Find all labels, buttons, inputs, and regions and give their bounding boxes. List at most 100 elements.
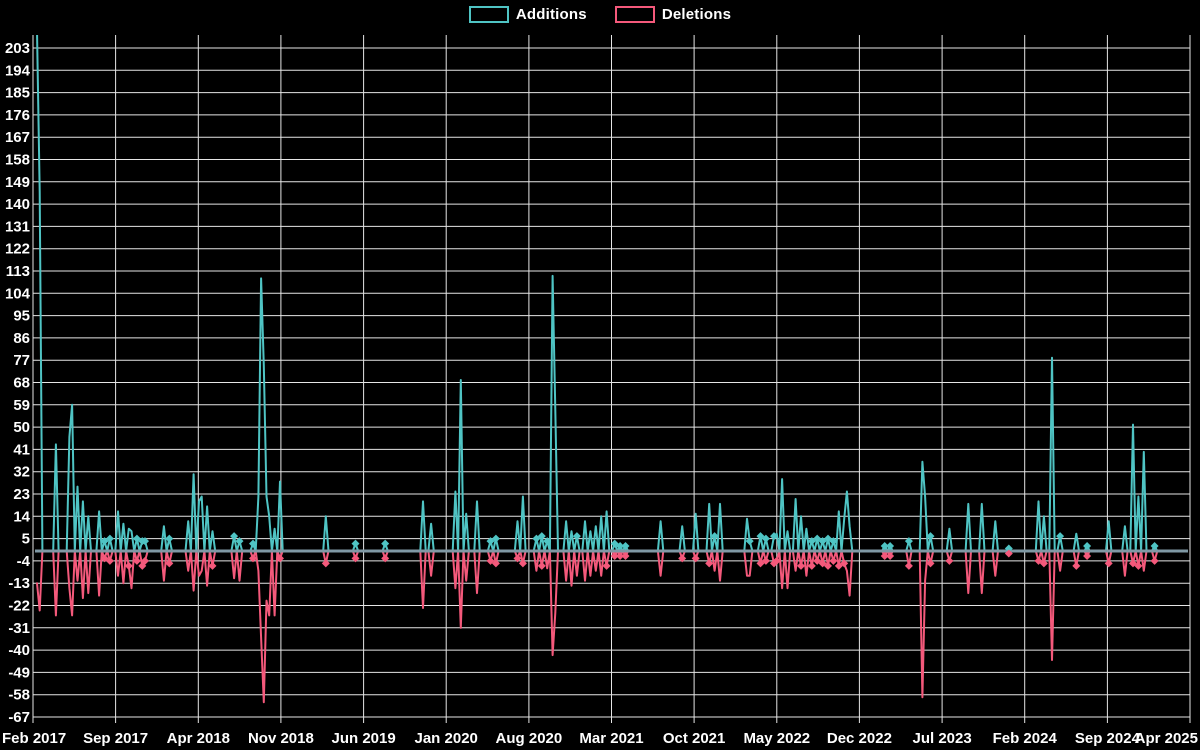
data-point-diamond bbox=[543, 537, 552, 546]
data-point-diamond bbox=[249, 554, 257, 563]
data-point-diamond bbox=[321, 559, 330, 568]
grid-lines bbox=[32, 35, 1191, 723]
deletions-markers bbox=[100, 549, 1159, 570]
data-point-diamond bbox=[945, 556, 954, 565]
y-tick-label: -4 bbox=[17, 553, 31, 570]
legend-label-deletions: Deletions bbox=[661, 6, 732, 23]
data-point-diamond bbox=[886, 552, 895, 560]
y-tick-label: -58 bbox=[8, 687, 30, 704]
data-point-diamond bbox=[678, 554, 687, 563]
y-axis-tick-labels: 203 194 185 176 167 158 149 140 131 122 113 104 95 86… bbox=[5, 40, 31, 726]
data-point-diamond bbox=[572, 532, 581, 541]
data-point-diamond bbox=[491, 559, 500, 568]
data-point-diamond bbox=[772, 556, 781, 565]
x-tick-label: Jun 2019 bbox=[331, 730, 395, 747]
x-tick-label: Jan 2020 bbox=[415, 730, 478, 747]
data-point-diamond bbox=[141, 556, 149, 565]
x-tick-label: Nov 2018 bbox=[248, 730, 314, 747]
y-tick-label: -67 bbox=[8, 709, 30, 726]
y-tick-label: 104 bbox=[5, 285, 31, 302]
y-tick-label: 50 bbox=[13, 419, 30, 436]
data-point-diamond bbox=[537, 532, 546, 541]
data-point-diamond bbox=[1004, 544, 1013, 553]
y-tick-label: 41 bbox=[13, 441, 30, 458]
data-point-diamond bbox=[1150, 542, 1159, 550]
y-tick-label: 176 bbox=[5, 107, 30, 124]
data-point-diamond bbox=[1039, 559, 1048, 568]
data-point-diamond bbox=[381, 539, 390, 548]
data-point-diamond bbox=[105, 534, 114, 543]
x-tick-label: Apr 2018 bbox=[167, 730, 230, 747]
data-point-diamond bbox=[141, 537, 149, 546]
data-point-diamond bbox=[621, 542, 630, 550]
x-tick-label: Dec 2022 bbox=[827, 730, 892, 747]
data-point-diamond bbox=[235, 537, 244, 546]
y-tick-label: -22 bbox=[8, 598, 30, 615]
data-point-diamond bbox=[165, 559, 174, 568]
data-point-diamond bbox=[840, 559, 849, 568]
data-point-diamond bbox=[1083, 542, 1092, 550]
y-tick-label: 167 bbox=[5, 129, 30, 146]
data-point-diamond bbox=[1104, 559, 1113, 568]
y-tick-label: 95 bbox=[13, 308, 30, 325]
x-tick-label: Feb 2024 bbox=[993, 730, 1058, 747]
data-point-diamond bbox=[1072, 561, 1081, 570]
data-point-diamond bbox=[770, 532, 778, 541]
deletions-swatch-icon bbox=[614, 6, 655, 23]
data-point-diamond bbox=[926, 532, 935, 541]
data-point-diamond bbox=[610, 552, 619, 560]
x-tick-label: Sep 2017 bbox=[83, 730, 148, 747]
data-point-diamond bbox=[537, 561, 546, 570]
data-point-diamond bbox=[249, 539, 257, 548]
data-point-diamond bbox=[351, 554, 360, 563]
data-point-diamond bbox=[710, 532, 719, 541]
legend-item-additions[interactable]: Additions bbox=[468, 6, 587, 23]
additions-swatch-icon bbox=[468, 6, 509, 23]
y-tick-label: 77 bbox=[13, 352, 30, 369]
data-point-diamond bbox=[691, 554, 700, 563]
chart-legend: Additions Deletions bbox=[0, 6, 1200, 23]
data-point-diamond bbox=[208, 561, 217, 570]
data-point-diamond bbox=[351, 539, 360, 548]
data-point-diamond bbox=[1150, 556, 1159, 565]
y-tick-label: 5 bbox=[22, 531, 30, 548]
data-point-diamond bbox=[616, 552, 625, 560]
data-point-diamond bbox=[824, 561, 832, 570]
y-tick-label: 194 bbox=[5, 62, 31, 79]
data-point-diamond bbox=[880, 552, 889, 560]
data-point-diamond bbox=[886, 542, 895, 550]
data-point-diamond bbox=[230, 532, 239, 541]
y-tick-label: 113 bbox=[6, 263, 30, 280]
x-tick-label: Sep 2024 bbox=[1075, 730, 1141, 747]
data-point-diamond bbox=[797, 561, 805, 570]
legend-item-deletions[interactable]: Deletions bbox=[614, 6, 732, 23]
data-point-diamond bbox=[761, 534, 770, 543]
data-point-diamond bbox=[616, 542, 625, 550]
data-point-diamond bbox=[381, 554, 390, 563]
data-point-diamond bbox=[602, 561, 611, 570]
y-tick-label: 23 bbox=[13, 486, 30, 503]
y-tick-label: -49 bbox=[8, 664, 30, 681]
y-tick-label: 203 bbox=[5, 40, 30, 57]
data-point-diamond bbox=[745, 537, 754, 546]
y-tick-label: -40 bbox=[8, 642, 30, 659]
data-point-diamond bbox=[1083, 552, 1092, 560]
x-tick-label: Aug 2020 bbox=[496, 730, 563, 747]
x-tick-label: Oct 2021 bbox=[663, 730, 726, 747]
data-point-diamond bbox=[1056, 532, 1065, 541]
y-tick-label: -13 bbox=[8, 575, 30, 592]
data-point-diamond bbox=[829, 537, 838, 546]
y-tick-label: 158 bbox=[5, 152, 30, 169]
y-tick-label: 122 bbox=[5, 241, 30, 258]
data-point-diamond bbox=[705, 559, 714, 568]
data-point-diamond bbox=[904, 561, 913, 570]
data-point-diamond bbox=[829, 556, 838, 565]
data-point-diamond bbox=[165, 534, 174, 543]
y-tick-label: 149 bbox=[5, 174, 30, 191]
y-tick-label: 14 bbox=[13, 508, 30, 525]
x-tick-label: May 2022 bbox=[743, 730, 810, 747]
y-tick-label: -31 bbox=[8, 620, 30, 637]
data-point-diamond bbox=[513, 554, 522, 563]
data-point-diamond bbox=[276, 554, 284, 563]
